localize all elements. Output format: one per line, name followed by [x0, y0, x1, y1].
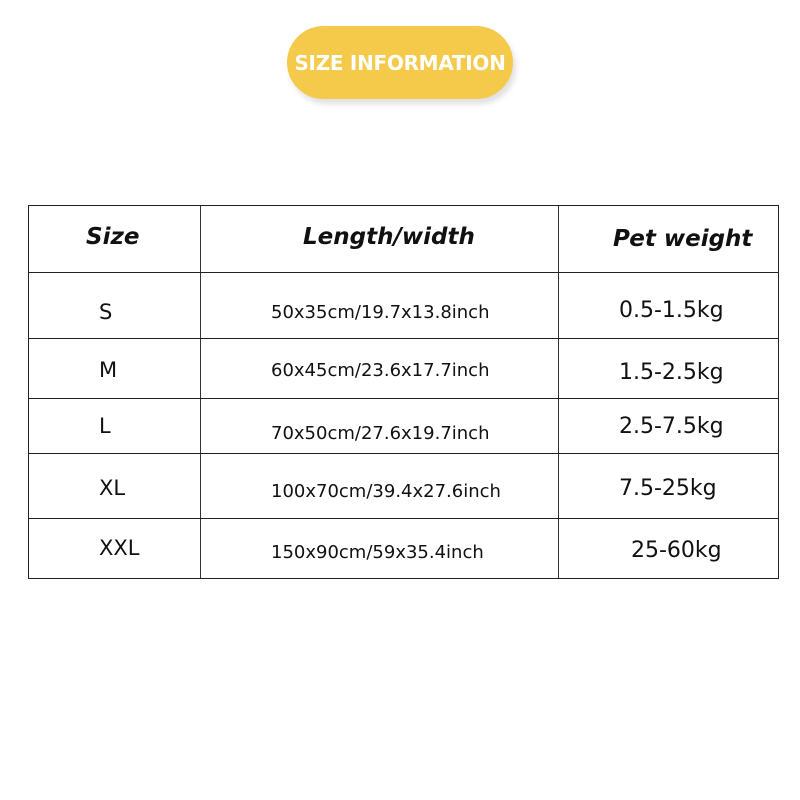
header-length-width: Length/width	[303, 224, 475, 250]
row-divider	[29, 453, 778, 454]
row-xl-dimensions: 100x70cm/39.4x27.6inch	[271, 481, 501, 502]
row-m-size: M	[99, 358, 118, 382]
row-divider	[29, 518, 778, 519]
row-divider	[29, 272, 778, 273]
row-xxl-size: XXL	[99, 536, 140, 560]
header-pet-weight: Pet weight	[613, 226, 753, 252]
row-s-weight: 0.5-1.5kg	[619, 298, 724, 323]
row-divider	[29, 338, 778, 339]
row-l-dimensions: 70x50cm/27.6x19.7inch	[271, 423, 490, 444]
row-xl-size: XL	[99, 476, 126, 500]
row-m-dimensions: 60x45cm/23.6x17.7inch	[271, 360, 490, 381]
row-m-weight: 1.5-2.5kg	[619, 360, 724, 385]
row-l-size: L	[99, 414, 111, 438]
header-size: Size	[86, 224, 140, 250]
column-divider	[558, 206, 559, 578]
size-table: Size Length/width Pet weight S 50x35cm/1…	[28, 205, 779, 579]
size-information-badge: SIZE INFORMATION	[287, 26, 513, 99]
row-l-weight: 2.5-7.5kg	[619, 414, 724, 439]
row-divider	[29, 398, 778, 399]
row-s-size: S	[99, 300, 113, 324]
row-s-dimensions: 50x35cm/19.7x13.8inch	[271, 302, 490, 323]
row-xl-weight: 7.5-25kg	[619, 476, 717, 501]
row-xxl-dimensions: 150x90cm/59x35.4inch	[271, 542, 484, 563]
column-divider	[200, 206, 201, 578]
row-xxl-weight: 25-60kg	[631, 538, 722, 563]
